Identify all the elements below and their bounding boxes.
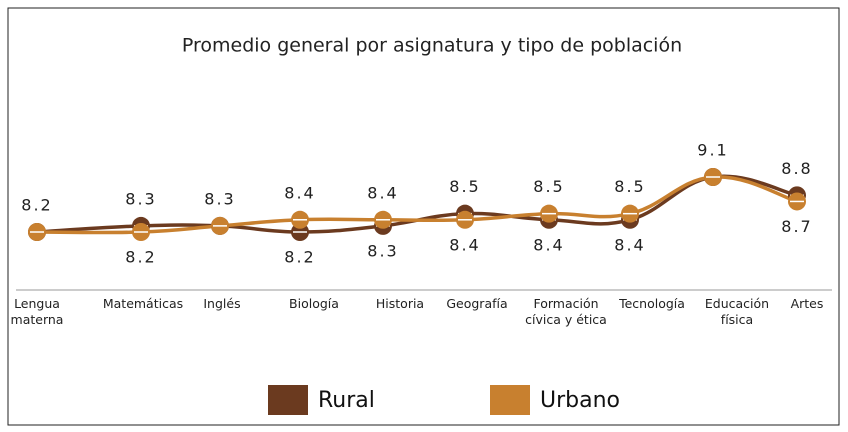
- data-label: 8.5: [533, 177, 564, 196]
- x-tick-label: Artes: [790, 296, 824, 311]
- x-tick-label: Lengua materna: [10, 296, 64, 327]
- data-label: 8.5: [449, 177, 480, 196]
- data-label: 8.2: [284, 248, 315, 267]
- x-tick-label: Matemáticas: [102, 296, 184, 311]
- data-label: 8.4: [367, 183, 398, 202]
- x-tick-label: Geografía: [446, 296, 508, 311]
- data-label: 8.3: [367, 241, 398, 260]
- series-line: [36, 174, 798, 234]
- data-label: 8.4: [284, 183, 315, 202]
- legend-swatch: [268, 385, 308, 415]
- data-label: 8.4: [614, 235, 645, 254]
- x-tick-label: Biología: [289, 296, 339, 311]
- data-label: 8.4: [449, 235, 480, 254]
- data-label: 8.3: [125, 189, 156, 208]
- data-label: 8.2: [125, 248, 156, 267]
- x-tick-label: Educación física: [704, 296, 770, 327]
- data-label: 8.8: [781, 159, 812, 178]
- chart-title: Promedio general por asignatura y tipo d…: [182, 35, 682, 57]
- chart-frame: [7, 7, 840, 426]
- x-tick-label: Inglés: [203, 296, 241, 311]
- x-tick-label: Formación cívica y ética: [525, 296, 607, 327]
- data-label: 8.5: [614, 177, 645, 196]
- x-tick-label: Tecnología: [619, 296, 685, 311]
- legend-label: Rural: [318, 388, 375, 413]
- data-label: 8.3: [204, 189, 235, 208]
- data-label: 8.2: [21, 196, 52, 215]
- legend-label: Urbano: [540, 388, 620, 413]
- legend-swatch: [490, 385, 530, 415]
- series-line: [36, 175, 798, 235]
- data-label: 8.7: [781, 217, 812, 236]
- x-tick-label: Historia: [375, 296, 425, 311]
- data-label: 8.4: [533, 235, 564, 254]
- data-label: 9.1: [697, 141, 728, 160]
